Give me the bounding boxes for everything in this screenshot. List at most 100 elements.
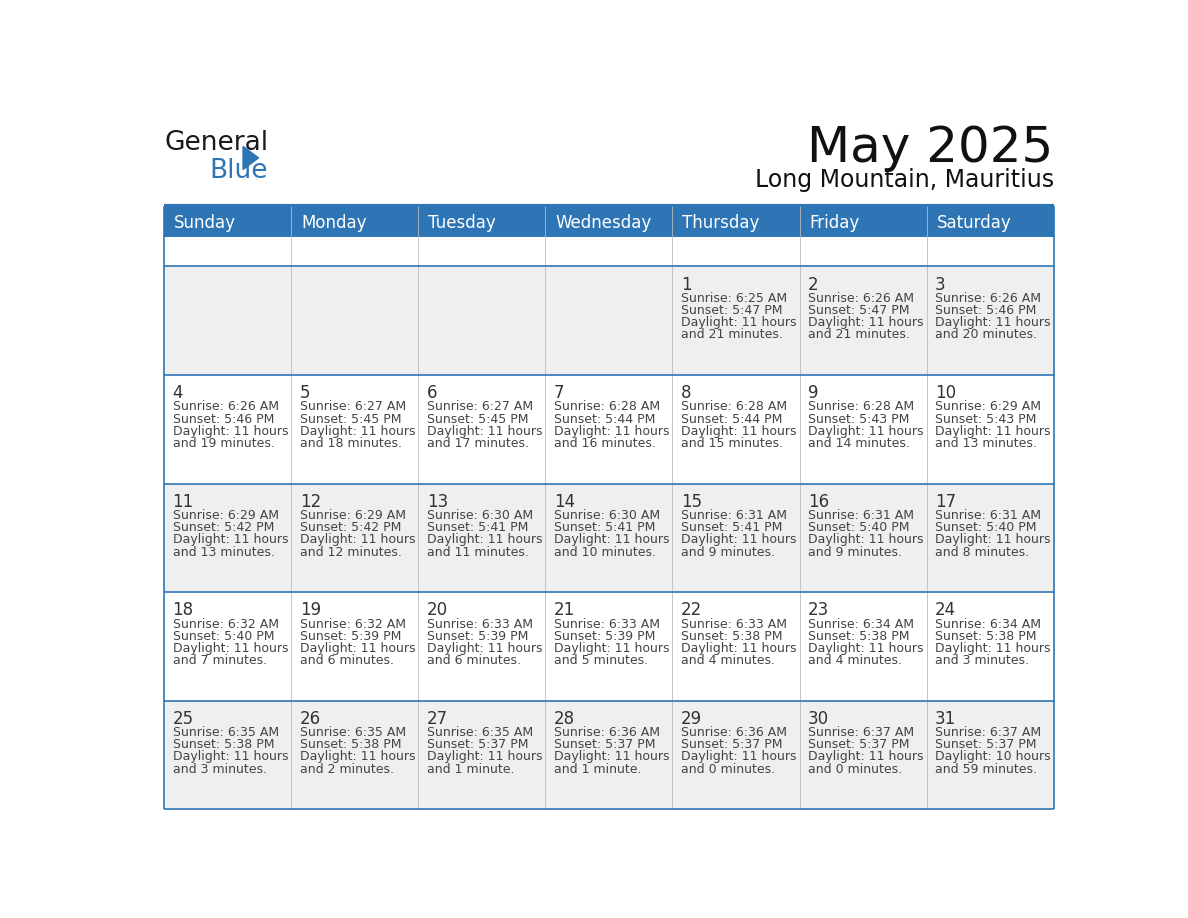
Text: Daylight: 11 hours: Daylight: 11 hours — [935, 642, 1050, 655]
Text: Daylight: 11 hours: Daylight: 11 hours — [299, 425, 415, 438]
Text: Sunrise: 6:31 AM: Sunrise: 6:31 AM — [935, 509, 1041, 522]
Text: Tuesday: Tuesday — [429, 214, 497, 231]
Text: Sunset: 5:42 PM: Sunset: 5:42 PM — [299, 521, 402, 534]
Text: Thursday: Thursday — [682, 214, 760, 231]
Text: Sunrise: 6:29 AM: Sunrise: 6:29 AM — [935, 400, 1041, 413]
Text: Sunrise: 6:35 AM: Sunrise: 6:35 AM — [172, 726, 279, 739]
Text: Daylight: 11 hours: Daylight: 11 hours — [554, 751, 669, 764]
Text: Daylight: 11 hours: Daylight: 11 hours — [935, 316, 1050, 330]
Bar — [672, 208, 800, 237]
Text: Sunset: 5:38 PM: Sunset: 5:38 PM — [681, 630, 783, 643]
Text: Sunday: Sunday — [175, 214, 236, 231]
Text: 31: 31 — [935, 710, 956, 728]
Text: 28: 28 — [554, 710, 575, 728]
Text: 17: 17 — [935, 493, 956, 510]
Text: Sunrise: 6:34 AM: Sunrise: 6:34 AM — [808, 618, 914, 631]
Text: and 6 minutes.: and 6 minutes. — [426, 655, 520, 667]
Text: Daylight: 11 hours: Daylight: 11 hours — [554, 425, 669, 438]
Text: Sunset: 5:39 PM: Sunset: 5:39 PM — [426, 630, 529, 643]
Bar — [418, 208, 545, 237]
Text: Sunrise: 6:26 AM: Sunrise: 6:26 AM — [808, 292, 914, 305]
Bar — [800, 208, 927, 237]
Text: and 6 minutes.: and 6 minutes. — [299, 655, 393, 667]
Text: 23: 23 — [808, 601, 829, 620]
Bar — [164, 700, 1054, 810]
Text: Sunset: 5:40 PM: Sunset: 5:40 PM — [172, 630, 274, 643]
Text: 18: 18 — [172, 601, 194, 620]
Text: 29: 29 — [681, 710, 702, 728]
Text: 6: 6 — [426, 385, 437, 402]
Text: 8: 8 — [681, 385, 691, 402]
Text: and 19 minutes.: and 19 minutes. — [172, 437, 274, 450]
Text: Sunset: 5:41 PM: Sunset: 5:41 PM — [554, 521, 656, 534]
Text: Sunset: 5:46 PM: Sunset: 5:46 PM — [172, 412, 274, 426]
Text: 7: 7 — [554, 385, 564, 402]
Text: Daylight: 11 hours: Daylight: 11 hours — [808, 533, 923, 546]
Text: 24: 24 — [935, 601, 956, 620]
Text: Sunset: 5:37 PM: Sunset: 5:37 PM — [935, 738, 1037, 751]
Text: and 1 minute.: and 1 minute. — [426, 763, 514, 776]
Text: Daylight: 10 hours: Daylight: 10 hours — [935, 751, 1050, 764]
Text: and 2 minutes.: and 2 minutes. — [299, 763, 393, 776]
Text: Sunrise: 6:28 AM: Sunrise: 6:28 AM — [808, 400, 914, 413]
Text: Sunset: 5:37 PM: Sunset: 5:37 PM — [554, 738, 656, 751]
Text: 22: 22 — [681, 601, 702, 620]
Bar — [545, 208, 672, 237]
Text: 11: 11 — [172, 493, 194, 510]
Text: Sunrise: 6:35 AM: Sunrise: 6:35 AM — [426, 726, 533, 739]
Text: Sunrise: 6:27 AM: Sunrise: 6:27 AM — [426, 400, 533, 413]
Text: Sunrise: 6:28 AM: Sunrise: 6:28 AM — [681, 400, 788, 413]
Text: Sunset: 5:45 PM: Sunset: 5:45 PM — [426, 412, 529, 426]
Text: Daylight: 11 hours: Daylight: 11 hours — [935, 425, 1050, 438]
Text: 26: 26 — [299, 710, 321, 728]
Text: Daylight: 11 hours: Daylight: 11 hours — [426, 642, 542, 655]
Text: and 3 minutes.: and 3 minutes. — [935, 655, 1029, 667]
Text: Sunset: 5:44 PM: Sunset: 5:44 PM — [554, 412, 656, 426]
Text: Daylight: 11 hours: Daylight: 11 hours — [681, 425, 796, 438]
Text: 25: 25 — [172, 710, 194, 728]
Text: and 9 minutes.: and 9 minutes. — [808, 545, 902, 558]
Text: Sunset: 5:40 PM: Sunset: 5:40 PM — [808, 521, 910, 534]
Text: and 0 minutes.: and 0 minutes. — [808, 763, 902, 776]
Text: Blue: Blue — [209, 158, 267, 184]
Text: and 10 minutes.: and 10 minutes. — [554, 545, 656, 558]
Bar — [164, 208, 291, 237]
Text: and 20 minutes.: and 20 minutes. — [935, 329, 1037, 341]
Text: Sunrise: 6:30 AM: Sunrise: 6:30 AM — [554, 509, 661, 522]
Text: Sunrise: 6:33 AM: Sunrise: 6:33 AM — [554, 618, 659, 631]
Text: 30: 30 — [808, 710, 829, 728]
Text: 13: 13 — [426, 493, 448, 510]
Text: Sunset: 5:47 PM: Sunset: 5:47 PM — [681, 304, 783, 317]
Text: Daylight: 11 hours: Daylight: 11 hours — [554, 642, 669, 655]
Text: Sunset: 5:37 PM: Sunset: 5:37 PM — [426, 738, 529, 751]
Text: Daylight: 11 hours: Daylight: 11 hours — [935, 533, 1050, 546]
Text: Sunset: 5:44 PM: Sunset: 5:44 PM — [681, 412, 783, 426]
Text: Sunset: 5:39 PM: Sunset: 5:39 PM — [299, 630, 402, 643]
Text: and 1 minute.: and 1 minute. — [554, 763, 642, 776]
Text: Long Mountain, Mauritius: Long Mountain, Mauritius — [754, 168, 1054, 192]
Text: Daylight: 11 hours: Daylight: 11 hours — [681, 642, 796, 655]
Text: Daylight: 11 hours: Daylight: 11 hours — [299, 533, 415, 546]
Text: 4: 4 — [172, 385, 183, 402]
Text: Sunset: 5:43 PM: Sunset: 5:43 PM — [935, 412, 1036, 426]
Text: and 14 minutes.: and 14 minutes. — [808, 437, 910, 450]
Text: Sunrise: 6:27 AM: Sunrise: 6:27 AM — [299, 400, 406, 413]
Text: 19: 19 — [299, 601, 321, 620]
Text: Sunset: 5:41 PM: Sunset: 5:41 PM — [681, 521, 783, 534]
Text: and 7 minutes.: and 7 minutes. — [172, 655, 266, 667]
Text: Sunset: 5:41 PM: Sunset: 5:41 PM — [426, 521, 529, 534]
Text: and 16 minutes.: and 16 minutes. — [554, 437, 656, 450]
Text: and 15 minutes.: and 15 minutes. — [681, 437, 783, 450]
Text: Sunset: 5:47 PM: Sunset: 5:47 PM — [808, 304, 910, 317]
Text: and 8 minutes.: and 8 minutes. — [935, 545, 1029, 558]
Text: Sunrise: 6:29 AM: Sunrise: 6:29 AM — [299, 509, 405, 522]
Text: 3: 3 — [935, 275, 946, 294]
Text: Sunrise: 6:29 AM: Sunrise: 6:29 AM — [172, 509, 278, 522]
Text: Friday: Friday — [809, 214, 860, 231]
Text: Daylight: 11 hours: Daylight: 11 hours — [172, 425, 287, 438]
Text: Sunrise: 6:31 AM: Sunrise: 6:31 AM — [808, 509, 914, 522]
Text: and 11 minutes.: and 11 minutes. — [426, 545, 529, 558]
Text: Daylight: 11 hours: Daylight: 11 hours — [808, 425, 923, 438]
Text: and 18 minutes.: and 18 minutes. — [299, 437, 402, 450]
Text: Sunrise: 6:26 AM: Sunrise: 6:26 AM — [935, 292, 1041, 305]
